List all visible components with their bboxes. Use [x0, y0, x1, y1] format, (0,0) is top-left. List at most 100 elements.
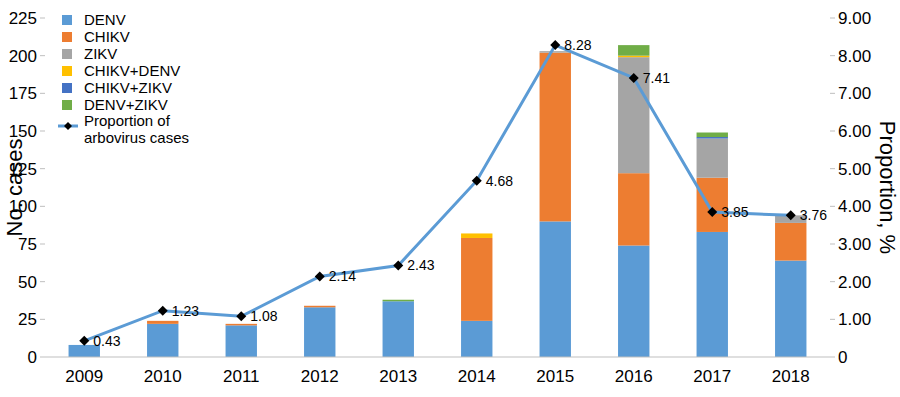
bar-segment	[618, 173, 649, 245]
bar-segment	[461, 233, 492, 234]
bar-segment	[304, 306, 335, 308]
y2-tick-label: 1.00	[838, 310, 871, 329]
line-marker	[393, 260, 403, 270]
bar-segment	[147, 321, 178, 324]
y-tick-label: 225	[9, 9, 37, 28]
legend-swatch	[62, 83, 72, 93]
y-axis-title: No. cases	[2, 139, 27, 237]
line-marker	[472, 176, 482, 186]
x-tick-label: 2016	[615, 367, 653, 386]
y2-tick	[830, 357, 835, 358]
bar-segment	[304, 305, 335, 306]
y-tick	[40, 206, 45, 207]
bar-segment	[775, 223, 806, 261]
y-tick	[40, 319, 45, 320]
bar-segment	[147, 320, 178, 321]
y-tick-label: 50	[18, 273, 37, 292]
line-marker	[236, 311, 246, 321]
chart-container: 025507510012515017520022501.002.003.004.…	[0, 0, 900, 397]
legend-swatch	[62, 15, 72, 25]
y2-tick-label: 6.00	[838, 122, 871, 141]
bar-segment	[147, 324, 178, 357]
legend-swatch	[62, 32, 72, 42]
data-label: 7.41	[643, 70, 670, 86]
bar-segment	[304, 307, 335, 357]
legend-label: DENV	[84, 11, 126, 28]
bar-segment	[618, 56, 649, 58]
y-tick	[40, 18, 45, 19]
legend-label: CHIKV	[84, 28, 130, 45]
bar-segment	[461, 233, 492, 238]
data-label: 8.28	[564, 37, 591, 53]
y-tick	[40, 55, 45, 56]
data-label: 1.08	[250, 308, 277, 324]
data-label: 3.76	[800, 207, 827, 223]
plot-area	[69, 40, 807, 357]
x-tick-label: 2011	[223, 367, 260, 386]
line-marker	[707, 207, 717, 217]
y2-tick	[830, 281, 835, 282]
bar-segment	[304, 305, 335, 306]
legend-label: CHIKV+DENV	[84, 62, 180, 79]
y2-tick	[830, 206, 835, 207]
x-tick-label: 2014	[458, 367, 496, 386]
bar-segment	[304, 305, 335, 306]
legend: DENVCHIKVZIKVCHIKV+DENVCHIKV+ZIKVDENV+ZI…	[58, 11, 189, 146]
legend-label: ZIKV	[84, 45, 117, 62]
y2-tick-label: 9.00	[838, 9, 871, 28]
x-tick-label: 2017	[693, 367, 731, 386]
legend-label: CHIKV+ZIKV	[84, 79, 172, 96]
legend-swatch	[62, 100, 72, 110]
y-tick	[40, 93, 45, 94]
data-label: 3.85	[721, 204, 748, 220]
x-axis-line	[45, 357, 830, 358]
bar-segment	[618, 246, 649, 357]
bar-segment	[697, 137, 728, 139]
bar-segment	[540, 221, 571, 357]
x-tick-label: 2012	[301, 367, 339, 386]
y2-tick-label: 5.00	[838, 160, 871, 179]
line-marker	[158, 306, 168, 316]
bar-segment	[383, 300, 414, 302]
bar-segment	[304, 305, 335, 306]
bar-segment	[540, 53, 571, 222]
bar-segment	[775, 261, 806, 357]
bar-segment	[697, 133, 728, 138]
x-tick-label: 2009	[65, 367, 103, 386]
y-tick-label: 150	[9, 122, 37, 141]
y-tick-label: 75	[18, 235, 37, 254]
data-label: 0.43	[93, 333, 120, 349]
data-label: 1.23	[172, 303, 199, 319]
y-tick-label: 25	[18, 310, 37, 329]
y2-tick-label: 2.00	[838, 273, 871, 292]
line-marker	[79, 336, 89, 346]
y2-tick-label: 0	[838, 348, 847, 367]
legend-label: Proportion of arbovirus cases	[84, 112, 189, 146]
x-tick-label: 2013	[379, 367, 417, 386]
x-tick-label: 2010	[144, 367, 182, 386]
legend-swatch	[62, 66, 72, 76]
data-label: 2.14	[329, 268, 356, 284]
bar-segment	[461, 238, 492, 321]
line-marker	[550, 40, 560, 50]
bar-segment	[383, 301, 414, 357]
y-tick	[40, 244, 45, 245]
y2-tick-label: 7.00	[838, 84, 871, 103]
y2-tick	[830, 131, 835, 132]
y2-tick-label: 8.00	[838, 47, 871, 66]
x-tick-label: 2015	[536, 367, 574, 386]
y2-tick	[830, 93, 835, 94]
y2-tick-label: 4.00	[838, 197, 871, 216]
y-tick	[40, 281, 45, 282]
y2-tick-label: 3.00	[838, 235, 871, 254]
y2-axis-title: Proportion, %	[875, 121, 900, 254]
line-marker	[786, 210, 796, 220]
y2-tick	[830, 55, 835, 56]
line-marker	[629, 73, 639, 83]
data-labels: 0.431.231.082.142.434.688.287.413.853.76	[93, 37, 827, 349]
bar-segment	[147, 320, 178, 321]
line	[84, 45, 791, 341]
bar-segment	[618, 45, 649, 56]
y-tick-label: 200	[9, 47, 37, 66]
y-tick	[40, 131, 45, 132]
